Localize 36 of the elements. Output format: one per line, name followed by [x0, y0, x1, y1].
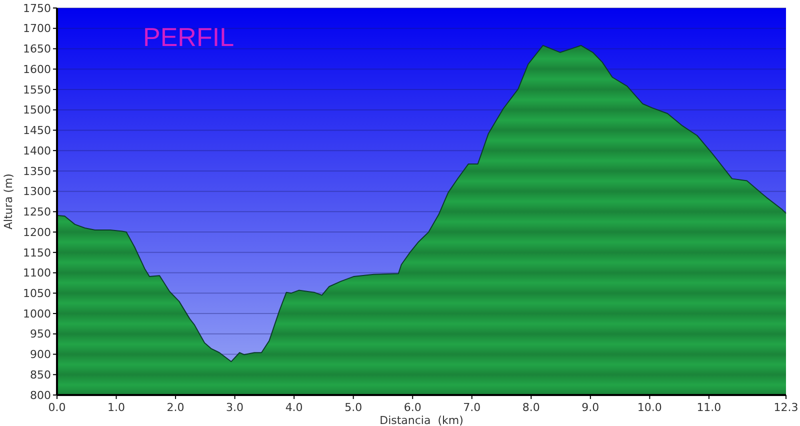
- x-tick-label: 12.3: [774, 401, 798, 414]
- y-tick-label: 1100: [23, 266, 51, 280]
- y-tick-label: 1700: [23, 22, 51, 36]
- y-tick-label: 1750: [23, 2, 51, 15]
- y-tick-label: 1150: [23, 246, 51, 260]
- y-tick-label: 800: [30, 388, 51, 402]
- y-tick-label: 1000: [23, 307, 51, 320]
- x-tick-label: 6.0: [404, 401, 422, 414]
- y-tick-label: 1400: [23, 144, 51, 158]
- x-tick-label: 0.0: [48, 401, 66, 414]
- text: PERFIL: [143, 22, 234, 52]
- x-tick-label: 8.0: [522, 401, 540, 414]
- x-axis-title: Distancia (km): [380, 414, 464, 426]
- x-tick-label: 4.0: [285, 401, 303, 414]
- x-tick-label: 11.0: [696, 401, 722, 414]
- y-tick-label: 1450: [23, 124, 51, 138]
- x-tick-label: 5.0: [344, 401, 362, 414]
- y-tick-label: 1200: [23, 226, 51, 239]
- y-tick-label: 1250: [23, 206, 51, 219]
- y-tick-label: 1650: [23, 42, 51, 56]
- y-tick-label: 1300: [23, 185, 51, 198]
- y-tick-label: 1550: [23, 83, 51, 96]
- x-tick-label: 9.0: [582, 401, 600, 414]
- y-axis-title: Altura (m): [2, 174, 15, 230]
- y-tick-label: 1050: [23, 287, 51, 300]
- y-tick-label: 1500: [23, 104, 51, 117]
- x-tick-label: 2.0: [166, 401, 184, 414]
- y-tick-label: 950: [30, 328, 51, 341]
- y-tick-label: 1600: [23, 62, 51, 76]
- x-tick-label: 7.0: [463, 401, 481, 414]
- y-tick-label: 1350: [23, 164, 51, 178]
- y-tick-label: 850: [30, 368, 51, 382]
- y-tick-label: 900: [30, 348, 51, 362]
- x-tick-label: 10.0: [637, 401, 662, 414]
- x-tick-label: 3.0: [226, 401, 244, 414]
- x-tick-label: 1.0: [108, 401, 126, 414]
